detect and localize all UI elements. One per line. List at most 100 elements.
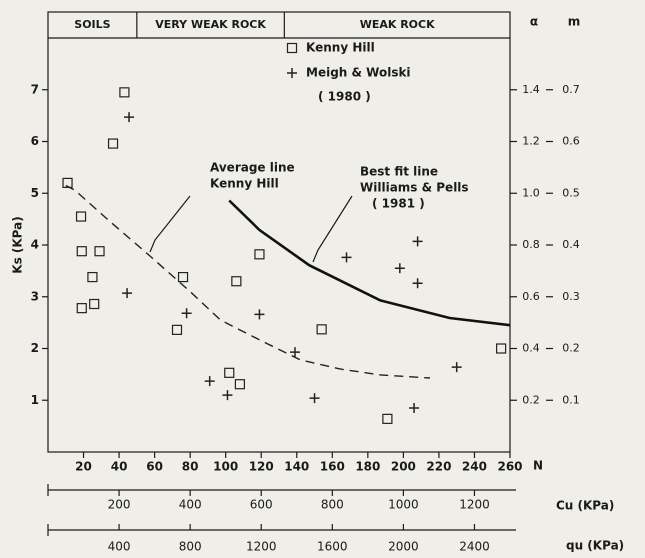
point [119, 87, 130, 98]
point [231, 276, 242, 287]
x-tick-label: 100 [213, 460, 238, 474]
x-tick-label: 20 [75, 460, 92, 474]
qu-axis-label: qu (KPa) [566, 539, 624, 553]
annotation-leader [149, 195, 191, 253]
y2-tick-label: 1.0 [522, 186, 540, 199]
point [87, 271, 98, 283]
x-tick-label: 200 [391, 460, 416, 474]
y3-tick-label: 0.3 [562, 290, 580, 303]
point [412, 278, 423, 289]
point [204, 376, 215, 387]
point [76, 303, 87, 314]
y3-tick-label: 0.2 [562, 342, 580, 355]
point [107, 138, 119, 149]
legend-label: Meigh & Wolski [306, 66, 411, 80]
point [75, 211, 87, 222]
x-tick-label: 180 [355, 460, 380, 474]
cu-axis-label: Cu (KPa) [556, 499, 614, 513]
y3-tick-label: 0.6 [562, 135, 580, 148]
y-tick-label: 7 [31, 82, 39, 96]
x-tick-label: 260 [497, 460, 522, 474]
y2-tick-label: 0.2 [522, 393, 540, 406]
point [382, 413, 393, 424]
point [124, 112, 135, 123]
annotation: Best fit line [360, 165, 438, 179]
y2-tick-label: 0.8 [522, 238, 540, 251]
legend-marker [286, 42, 298, 54]
point [224, 367, 235, 378]
cu-tick-label: 200 [108, 498, 131, 512]
point [181, 308, 192, 319]
zone-label: WEAK ROCK [360, 18, 435, 31]
zone-label: VERY WEAK ROCK [155, 18, 266, 31]
y-tick-label: 6 [31, 134, 39, 148]
point [412, 236, 423, 247]
cu-tick-label: 600 [250, 498, 273, 512]
y2-tick-label: 0.6 [522, 290, 540, 303]
point [496, 343, 507, 354]
y2-tick-label: 1.2 [522, 135, 540, 148]
fit-line [65, 184, 431, 379]
y-tick-label: 5 [31, 186, 39, 200]
point [122, 288, 133, 299]
qu-tick-label: 800 [179, 540, 202, 554]
annotation: Williams & Pells [360, 181, 469, 195]
x-tick-label: 60 [146, 460, 163, 474]
x-tick-label: 160 [320, 460, 345, 474]
y-tick-label: 4 [31, 238, 39, 252]
legend-marker [287, 68, 297, 78]
qu-tick-label: 2000 [388, 540, 419, 554]
y-tick-label: 2 [31, 341, 39, 355]
legend-label: Kenny Hill [306, 41, 375, 55]
x-tick-label: 140 [284, 460, 309, 474]
zone-label: SOILS [74, 18, 110, 31]
x-tick-label: 240 [462, 460, 487, 474]
x-tick-label: 220 [426, 460, 451, 474]
point [254, 249, 265, 260]
cu-tick-label: 800 [321, 498, 344, 512]
y3-tick-label: 0.7 [562, 83, 580, 96]
point [409, 403, 420, 414]
qu-tick-label: 2400 [459, 540, 490, 554]
point [234, 379, 246, 390]
y2-tick-label: 1.4 [522, 83, 540, 96]
point [94, 246, 105, 257]
x-tick-label: 120 [249, 460, 274, 474]
x-tick-label: 40 [111, 460, 128, 474]
m-axis-label: m [568, 15, 581, 29]
y3-tick-label: 0.1 [562, 393, 580, 406]
y3-tick-label: 0.4 [562, 238, 580, 251]
point [309, 393, 320, 404]
alpha-axis-label: α [530, 15, 538, 29]
y2-tick-label: 0.4 [522, 342, 540, 355]
point [451, 362, 462, 373]
point [89, 298, 100, 310]
y-tick-label: 1 [31, 393, 39, 407]
x-tick-label: 80 [182, 460, 199, 474]
point [341, 252, 352, 263]
qu-tick-label: 1200 [246, 540, 277, 554]
point [62, 177, 73, 188]
point [222, 390, 233, 401]
point [254, 309, 265, 320]
point [316, 324, 327, 335]
x-axis-label: N [533, 459, 543, 473]
fit-line [228, 199, 511, 327]
cu-tick-label: 1200 [459, 498, 490, 512]
point [177, 271, 189, 283]
annotation: Kenny Hill [210, 177, 279, 191]
y3-tick-label: 0.5 [562, 186, 580, 199]
point [171, 324, 183, 335]
y-axis-label: Ks (KPa) [11, 216, 25, 273]
y-tick-label: 3 [31, 289, 39, 303]
cu-tick-label: 400 [179, 498, 202, 512]
cu-tick-label: 1000 [388, 498, 419, 512]
qu-tick-label: 400 [108, 540, 131, 554]
annotation: ( 1981 ) [372, 197, 425, 211]
point [76, 246, 87, 257]
qu-tick-label: 1600 [317, 540, 348, 554]
legend-note: ( 1980 ) [318, 90, 371, 104]
annotation-leader [312, 195, 353, 263]
